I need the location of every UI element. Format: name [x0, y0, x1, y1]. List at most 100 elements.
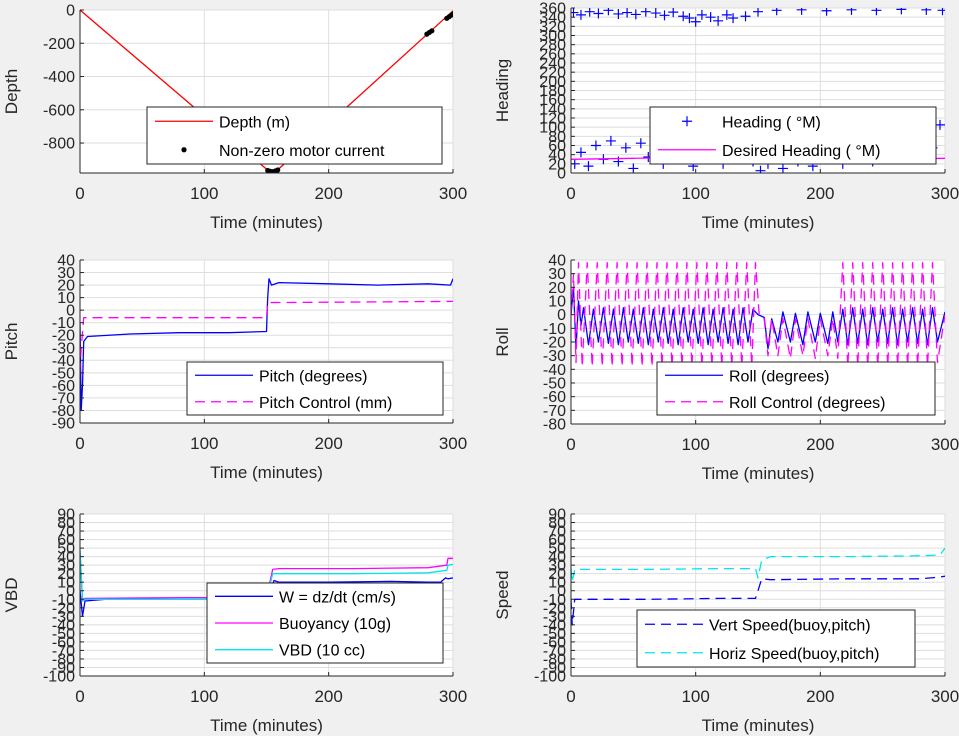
- y-tick-label: -60: [52, 378, 75, 395]
- data-point-heading-0: [678, 11, 689, 22]
- y-tick-label: -40: [543, 362, 566, 379]
- data-point-heading-0: [753, 8, 763, 17]
- data-point-heading-0: [668, 8, 679, 18]
- y-tick-label: 20: [548, 566, 566, 583]
- data-point-heading-0: [728, 13, 739, 24]
- series-line-vbd-1: [80, 552, 453, 600]
- y-tick-label: 50: [548, 541, 566, 558]
- data-point-heading-0: [622, 8, 633, 18]
- y-tick-label: 80: [548, 129, 566, 146]
- x-axis-label: Time (minutes): [702, 213, 815, 232]
- x-tick-label: 200: [314, 184, 342, 203]
- y-tick-label: -70: [52, 390, 75, 407]
- y-tick-label: 40: [57, 549, 75, 566]
- data-point-heading-0: [777, 163, 788, 173]
- y-axis-label: Pitch: [2, 323, 21, 361]
- data-point-heading-0: [937, 8, 945, 16]
- y-tick-label: 40: [548, 147, 566, 164]
- y-tick-label: -10: [543, 592, 566, 609]
- y-tick-label: -50: [543, 626, 566, 643]
- data-point-heading-0: [620, 142, 631, 153]
- y-axis-label: Heading: [493, 59, 512, 122]
- series-line-speed-1: [571, 547, 945, 583]
- y-tick-label: -30: [52, 609, 75, 626]
- series-group: [80, 549, 453, 617]
- data-point-heading-0: [590, 140, 601, 151]
- legend-box: [636, 609, 916, 668]
- y-tick-label: -70: [543, 643, 566, 660]
- x-tick-label: 0: [566, 435, 575, 454]
- x-axis-label: Time (minutes): [702, 464, 815, 483]
- data-point-heading-0: [796, 8, 807, 15]
- data-point-heading-0: [630, 9, 641, 20]
- data-point-heading-0: [575, 9, 586, 20]
- y-tick-label: -20: [543, 600, 566, 617]
- series-line-vbd-2: [80, 549, 453, 602]
- y-tick-label: 30: [548, 266, 566, 283]
- y-tick-label: 10: [548, 575, 566, 592]
- legend-marker: [181, 147, 187, 153]
- legend-label: Non-zero motor current: [219, 143, 385, 160]
- data-point-heading-0: [635, 138, 646, 149]
- y-tick-label: 280: [539, 37, 566, 54]
- y-tick-label: -70: [52, 643, 75, 660]
- x-tick-label: 100: [681, 687, 709, 706]
- data-point-heading-0: [755, 165, 766, 173]
- y-tick-label: 80: [57, 515, 75, 532]
- legend-label: Desired Heading ( °M): [722, 143, 880, 160]
- y-tick-label: -800: [43, 136, 75, 153]
- y-tick-label: 10: [57, 575, 75, 592]
- x-tick-label: 300: [439, 687, 467, 706]
- y-tick-label: 10: [548, 294, 566, 311]
- legend: Depth (m) Non-zero motor current: [146, 106, 443, 165]
- series-group: [80, 278, 453, 412]
- x-tick-label: 0: [566, 184, 575, 203]
- y-tick-label: 340: [539, 10, 566, 27]
- legend-label: Vert Speed(buoy,pitch): [709, 617, 871, 634]
- y-tick-label: -90: [52, 416, 75, 433]
- y-tick-label: -30: [52, 340, 75, 357]
- y-tick-label: 40: [57, 253, 75, 270]
- data-point-heading-0: [921, 8, 932, 15]
- x-tick-label: 100: [681, 184, 709, 203]
- data-point-heading-0: [721, 9, 732, 20]
- y-tick-label: 220: [539, 65, 566, 82]
- y-tick-label: -20: [543, 335, 566, 352]
- x-tick-label: 300: [931, 687, 959, 706]
- y-axis-label: Depth: [2, 69, 21, 114]
- x-tick-label: 300: [439, 434, 467, 453]
- y-tick-label: -80: [543, 417, 566, 434]
- y-axis-label: Speed: [493, 570, 512, 619]
- y-tick-label: -40: [543, 617, 566, 634]
- y-tick-label: -10: [52, 592, 75, 609]
- x-tick-label: 200: [806, 687, 834, 706]
- legend-label: VBD (10 cc): [279, 643, 365, 660]
- y-tick-label: 180: [539, 83, 566, 100]
- chart-panel-pitch: 0 100 200 300-90-80-70-60-50-40-30-20-10010…: [2, 253, 467, 483]
- x-axis-label: Time (minutes): [210, 463, 323, 482]
- y-tick-label: 90: [548, 507, 566, 524]
- y-tick-label: 40: [548, 253, 566, 270]
- data-point-heading-0: [821, 8, 832, 16]
- y-tick-label: 0: [66, 303, 75, 320]
- legend-box: [146, 106, 443, 165]
- y-tick-label: 40: [548, 549, 566, 566]
- y-tick-label: -600: [43, 102, 75, 119]
- x-tick-label: 200: [314, 687, 342, 706]
- y-axis-label: VBD: [2, 578, 21, 613]
- x-tick-label: 100: [190, 434, 218, 453]
- x-axis-label: Time (minutes): [210, 213, 323, 232]
- y-tick-label: 160: [539, 92, 566, 109]
- data-point-heading-0: [871, 8, 882, 16]
- y-tick-label: 60: [548, 138, 566, 155]
- y-tick-label: -100: [43, 669, 75, 686]
- y-tick-label: 20: [548, 156, 566, 173]
- y-tick-label: 360: [539, 1, 566, 18]
- legend: Vert Speed(buoy,pitch) Horiz Speed(buoy,p…: [636, 609, 916, 668]
- x-tick-label: 100: [681, 435, 709, 454]
- y-tick-label: -100: [534, 669, 566, 686]
- data-point-depth-1: [429, 28, 435, 34]
- y-tick-label: 0: [66, 583, 75, 600]
- data-point-heading-0: [659, 10, 670, 21]
- x-tick-label: 300: [439, 184, 467, 203]
